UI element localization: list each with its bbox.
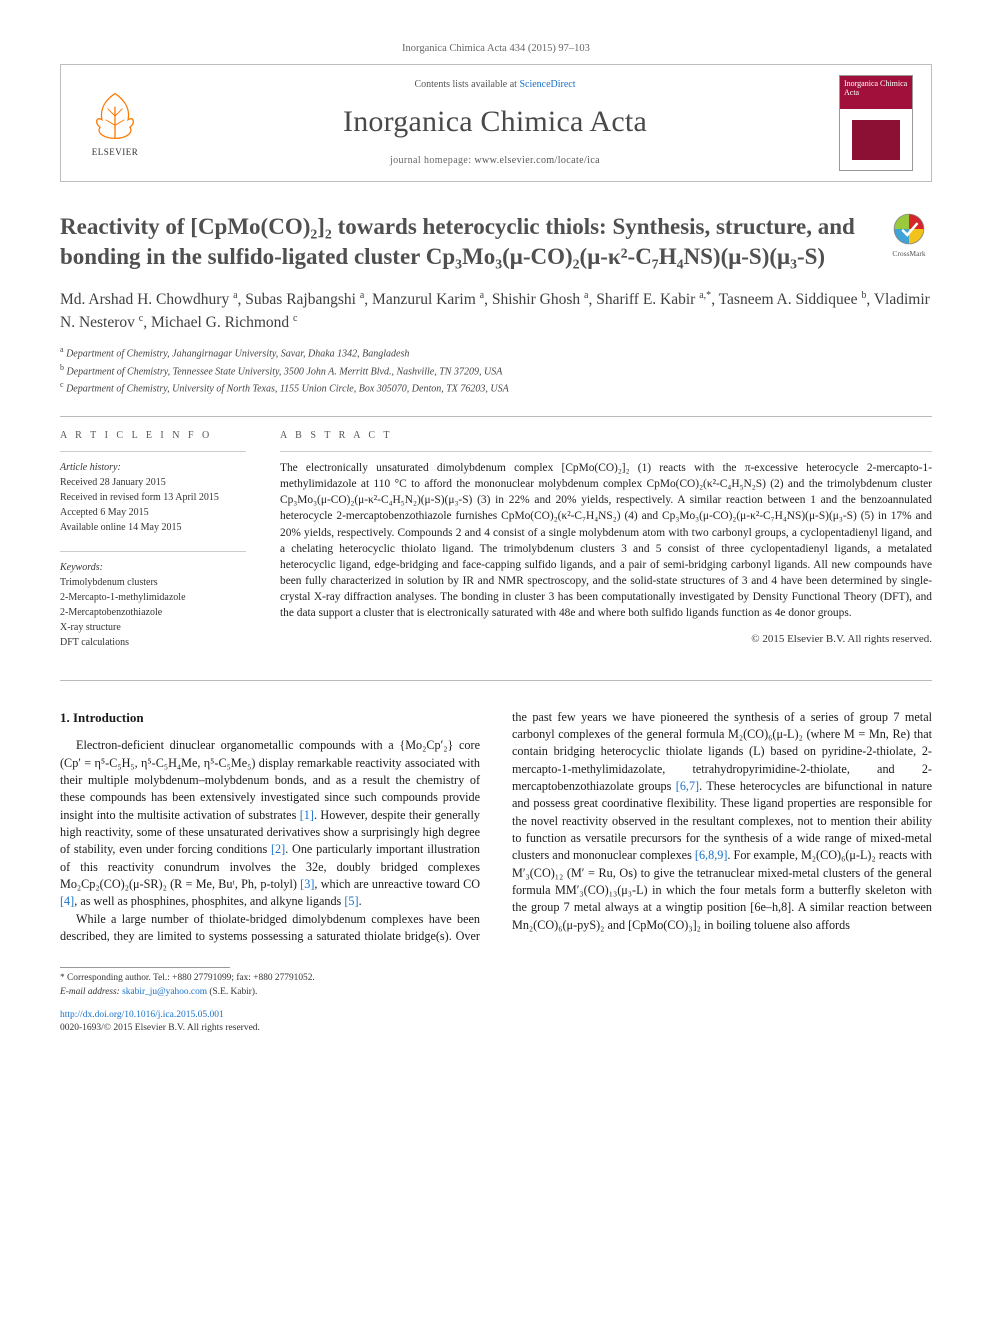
email-label: E-mail address: — [60, 987, 122, 997]
article-title: Reactivity of [CpMo(CO)₂]₂ towards heter… — [60, 212, 868, 271]
abstract-rule — [280, 451, 932, 452]
footnote-rule — [60, 967, 230, 968]
elsevier-word: ELSEVIER — [92, 146, 139, 158]
article-info-column: A R T I C L E I N F O Article history: R… — [60, 429, 246, 666]
keywords-label: Keywords: — [60, 560, 246, 575]
elsevier-logo: ELSEVIER — [79, 84, 151, 162]
journal-name: Inorganica Chimica Acta — [165, 102, 825, 143]
journal-cover-thumb: Inorganica Chimica Acta — [839, 75, 913, 171]
meta-row: A R T I C L E I N F O Article history: R… — [60, 429, 932, 666]
section-1-heading: 1. Introduction — [60, 709, 480, 727]
doi-link[interactable]: http://dx.doi.org/10.1016/j.ica.2015.05.… — [60, 1010, 224, 1020]
crossmark-badge[interactable]: CrossMark — [886, 212, 932, 259]
crossmark-label: CrossMark — [886, 249, 932, 259]
affiliation-b: b Department of Chemistry, Tennessee Sta… — [60, 362, 932, 379]
keyword-4: X-ray structure — [60, 620, 246, 635]
info-rule — [60, 451, 246, 452]
author-list: Md. Arshad H. Chowdhury a, Subas Rajbang… — [60, 289, 932, 334]
homepage-link[interactable]: www.elsevier.com/locate/ica — [474, 155, 600, 166]
article-info-heading: A R T I C L E I N F O — [60, 429, 246, 443]
history-revised: Received in revised form 13 April 2015 — [60, 490, 246, 505]
affiliation-c-text: Department of Chemistry, University of N… — [66, 383, 509, 394]
history-accepted: Accepted 6 May 2015 — [60, 505, 246, 520]
contents-available-line: Contents lists available at ScienceDirec… — [165, 78, 825, 92]
ref-link[interactable]: [2] — [271, 842, 285, 856]
history-label: Article history: — [60, 460, 246, 475]
page: Inorganica Chimica Acta 434 (2015) 97–10… — [0, 0, 992, 1065]
intro-para-1: Electron-deficient dinuclear organometal… — [60, 737, 480, 910]
abstract-copyright: © 2015 Elsevier B.V. All rights reserved… — [280, 632, 932, 647]
keyword-3: 2-Mercaptobenzothiazole — [60, 605, 246, 620]
corr-email-line: E-mail address: skabir_ju@yahoo.com (S.E… — [60, 986, 932, 1000]
history-block: Article history: Received 28 January 201… — [60, 460, 246, 535]
affiliations: a Department of Chemistry, Jahangirnagar… — [60, 344, 932, 396]
journal-header-center: Contents lists available at ScienceDirec… — [165, 78, 825, 168]
cover-art — [852, 120, 900, 160]
corresponding-author-footnote: * Corresponding author. Tel.: +880 27791… — [60, 972, 932, 999]
keyword-5: DFT calculations — [60, 635, 246, 650]
history-received: Received 28 January 2015 — [60, 475, 246, 490]
journal-header-box: ELSEVIER Contents lists available at Sci… — [60, 64, 932, 182]
running-head: Inorganica Chimica Acta 434 (2015) 97–10… — [60, 42, 932, 56]
crossmark-icon — [892, 212, 926, 246]
keyword-2: 2-Mercapto-1-methylimidazole — [60, 590, 246, 605]
rule-below-meta — [60, 680, 932, 681]
abstract-column: A B S T R A C T The electronically unsat… — [280, 429, 932, 666]
keywords-block: Keywords: Trimolybdenum clusters 2-Merca… — [60, 560, 246, 650]
doi-block: http://dx.doi.org/10.1016/j.ica.2015.05.… — [60, 1009, 932, 1035]
history-online: Available online 14 May 2015 — [60, 520, 246, 535]
homepage-prefix: journal homepage: — [390, 155, 474, 166]
sciencedirect-link[interactable]: ScienceDirect — [519, 79, 575, 90]
ref-link[interactable]: [6,8,9] — [695, 848, 728, 862]
body-two-column: 1. Introduction Electron-deficient dinuc… — [60, 709, 932, 945]
keyword-1: Trimolybdenum clusters — [60, 575, 246, 590]
ref-link[interactable]: [1] — [300, 808, 314, 822]
email-tail: (S.E. Kabir). — [207, 987, 257, 997]
affiliation-c: c Department of Chemistry, University of… — [60, 379, 932, 396]
corr-email-link[interactable]: skabir_ju@yahoo.com — [122, 987, 207, 997]
contents-prefix: Contents lists available at — [414, 79, 519, 90]
ref-link[interactable]: [4] — [60, 894, 74, 908]
corr-phone-line: * Corresponding author. Tel.: +880 27791… — [60, 972, 932, 986]
cover-title: Inorganica Chimica Acta — [844, 80, 908, 98]
affiliation-a: a Department of Chemistry, Jahangirnagar… — [60, 344, 932, 361]
info-rule-2 — [60, 551, 246, 552]
ref-link[interactable]: [5] — [344, 894, 358, 908]
ref-link[interactable]: [3] — [300, 877, 314, 891]
ref-link[interactable]: [6,7] — [676, 779, 699, 793]
journal-homepage-line: journal homepage: www.elsevier.com/locat… — [165, 154, 825, 168]
issn-copyright-line: 0020-1693/© 2015 Elsevier B.V. All right… — [60, 1023, 260, 1033]
affiliation-a-text: Department of Chemistry, Jahangirnagar U… — [66, 349, 409, 360]
affiliation-b-text: Department of Chemistry, Tennessee State… — [67, 366, 503, 377]
rule-above-meta — [60, 416, 932, 417]
elsevier-tree-icon — [87, 88, 143, 144]
abstract-text: The electronically unsaturated dimolybde… — [280, 460, 932, 622]
abstract-heading: A B S T R A C T — [280, 429, 932, 443]
